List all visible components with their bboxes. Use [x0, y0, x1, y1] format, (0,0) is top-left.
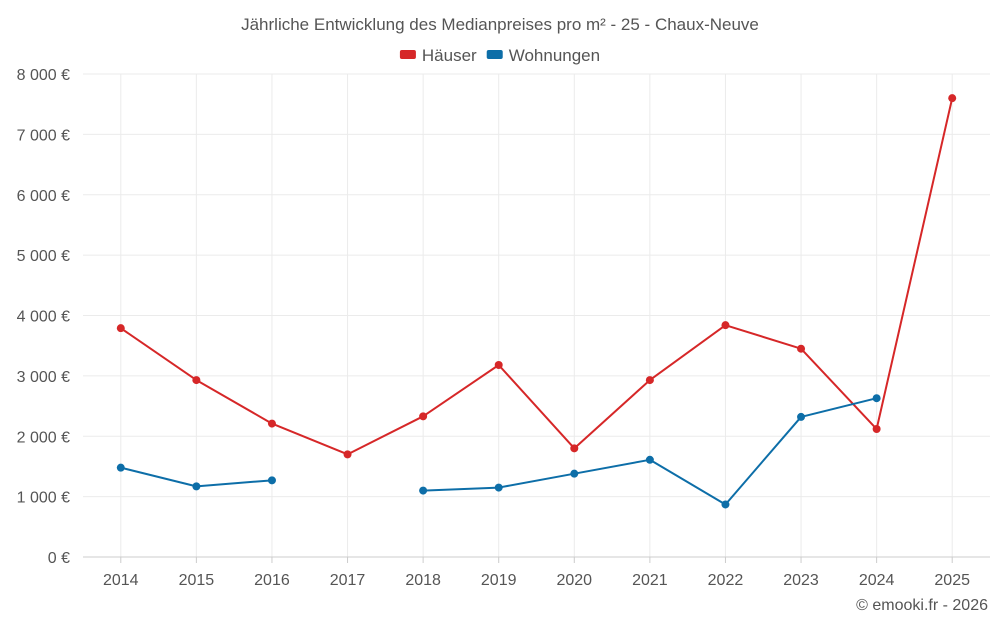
chart-title: Jährliche Entwicklung des Medianpreises …: [241, 15, 759, 34]
y-tick-label: 6 000 €: [17, 188, 70, 205]
series-0: [116, 94, 957, 459]
series-line: [120, 97, 954, 456]
data-point: [797, 412, 806, 421]
x-axis: 2014 2015 2016 2017 2018 2019 2020 2021 2022 2023…: [83, 556, 990, 589]
data-point: [872, 425, 881, 434]
data-point: [267, 476, 276, 485]
legend-swatch: [486, 50, 503, 59]
series-1: [116, 394, 881, 509]
x-tick-label: 2025: [934, 572, 970, 589]
data-point: [645, 455, 654, 464]
series-layer: [116, 94, 957, 509]
data-point: [192, 376, 201, 385]
x-tick-label: 2023: [783, 572, 819, 589]
data-point: [570, 469, 579, 478]
legend-label: Häuser: [422, 46, 477, 65]
x-tick-label: 2014: [103, 572, 139, 589]
legend: Häuser Wohnungen: [399, 46, 600, 65]
y-tick-label: 0 €: [48, 550, 70, 567]
y-tick-label: 2 000 €: [17, 429, 70, 446]
y-tick-label: 3 000 €: [17, 369, 70, 386]
data-point: [797, 344, 806, 353]
y-tick-label: 4 000 €: [17, 309, 70, 326]
x-tick-label: 2016: [254, 572, 290, 589]
data-point: [721, 500, 730, 509]
data-point: [419, 412, 428, 421]
legend-label: Wohnungen: [509, 46, 600, 65]
data-point: [494, 483, 503, 492]
data-point: [494, 361, 503, 370]
data-point: [116, 463, 125, 472]
y-axis: 0 € 1 000 € 2 000 € 3 000 € 4 000 € 5 000 € 6 …: [17, 67, 70, 567]
x-tick-label: 2021: [632, 572, 668, 589]
x-tick-label: 2015: [179, 572, 215, 589]
data-point: [948, 94, 957, 103]
y-tick-label: 5 000 €: [17, 248, 70, 265]
x-tick-label: 2024: [859, 572, 895, 589]
x-tick-label: 2019: [481, 572, 517, 589]
x-tick-label: 2020: [556, 572, 592, 589]
legend-item-1: Wohnungen: [486, 46, 600, 65]
data-point: [721, 321, 730, 330]
data-point: [645, 376, 654, 385]
legend-swatch: [399, 50, 416, 59]
x-tick-label: 2022: [708, 572, 744, 589]
y-tick-label: 7 000 €: [17, 127, 70, 144]
data-point: [116, 324, 125, 333]
x-tick-label: 2017: [330, 572, 366, 589]
data-point: [419, 486, 428, 495]
data-point: [872, 394, 881, 403]
credit-text: © emooki.fr - 2026: [856, 597, 988, 614]
y-tick-label: 1 000 €: [17, 490, 70, 507]
legend-item-0: Häuser: [399, 46, 477, 65]
data-point: [343, 450, 352, 459]
y-tick-label: 8 000 €: [17, 67, 70, 84]
grid: [83, 73, 990, 558]
data-point: [267, 419, 276, 428]
data-point: [570, 444, 579, 453]
x-tick-label: 2018: [405, 572, 441, 589]
data-point: [192, 482, 201, 491]
